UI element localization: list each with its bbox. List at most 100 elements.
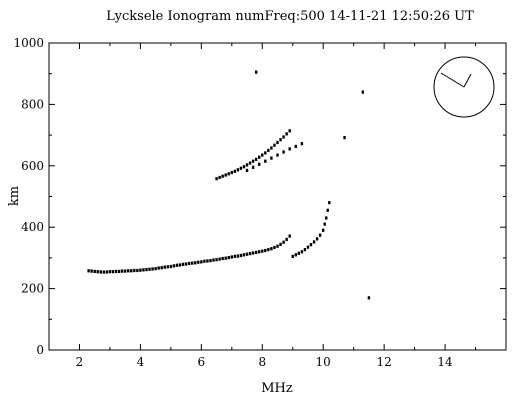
data-point [142,268,145,272]
data-point [282,240,285,244]
data-point [169,264,173,269]
plot-area-frame [48,42,507,351]
data-point [285,237,288,242]
data-point [245,168,249,173]
x-axis-label: MHz [261,381,293,396]
data-point [175,263,179,267]
data-point [282,150,285,154]
data-point [273,245,276,250]
data-point [151,267,154,271]
data-point [130,269,133,273]
data-point [230,255,233,259]
data-point [166,265,170,269]
data-point [111,270,115,274]
data-point [248,161,252,165]
data-point [282,135,285,139]
y-tick-label: 200 [21,282,44,296]
data-point [117,269,121,274]
data-point [224,256,227,260]
data-point [258,155,261,159]
data-point [245,252,249,256]
data-point [288,147,291,151]
data-point [328,201,331,205]
data-point [276,140,279,145]
data-point [254,250,258,254]
data-point [251,165,255,169]
data-point [300,142,304,146]
data-point [105,270,109,274]
data-point [288,234,291,238]
data-point [312,240,316,244]
data-point [190,261,194,265]
data-point [184,262,188,266]
data-point [178,263,182,267]
data-point [123,269,127,273]
y-tick-label: 1000 [13,36,44,50]
data-point [297,251,301,255]
x-tick-label: 12 [376,355,391,369]
data-point [315,237,319,241]
data-point [139,268,142,272]
data-point [93,269,96,274]
x-tick-label: 8 [258,355,266,369]
data-point [212,258,215,262]
data-point [108,270,112,274]
y-tick-label: 0 [36,343,44,357]
y-tick-label: 800 [21,97,44,111]
data-point [270,146,273,150]
data-point [209,259,212,263]
data-point [203,259,206,263]
chart-title: Lycksele Ionogram numFreq:500 14-11-21 1… [106,9,474,24]
data-point [233,169,237,173]
data-point [227,172,230,176]
x-tick-label: 2 [76,355,84,369]
data-point [273,143,276,147]
data-marks [87,70,371,300]
data-point [267,248,270,252]
data-point [221,256,224,261]
data-point [258,162,261,166]
data-point [245,163,249,167]
data-point [187,261,191,266]
data-point [224,173,227,177]
data-point [306,245,310,249]
x-tick-label: 14 [437,355,453,369]
data-point [172,264,176,268]
data-point [279,242,282,246]
data-point [261,153,264,157]
data-point [127,269,130,273]
data-point [242,165,246,169]
data-point [136,268,139,273]
data-point [361,90,365,94]
data-point [133,268,136,273]
data-point [267,148,270,153]
y-tick-label: 600 [21,159,44,173]
axes: 2 4 6 8 10 12 14 0 200 400 600 800 1000 [13,36,507,369]
clock-icon [433,56,495,118]
data-point [264,159,267,163]
data-point [264,248,267,253]
data-point [87,269,90,273]
data-point [254,157,258,161]
data-point [90,269,93,273]
data-point [218,175,221,180]
data-point [215,258,218,262]
data-point [96,270,99,274]
data-point [242,253,246,257]
data-point [218,257,221,261]
data-point [251,159,255,163]
data-point [227,255,230,260]
x-tick-label: 10 [316,355,331,369]
data-point [291,254,294,258]
data-point [254,70,258,74]
data-point [230,170,233,175]
data-point [215,177,218,181]
data-point [120,269,124,273]
data-point [239,166,243,170]
data-point [154,267,157,271]
data-point [206,259,209,263]
data-point [248,252,252,256]
data-point [160,266,163,270]
data-point [236,168,240,172]
